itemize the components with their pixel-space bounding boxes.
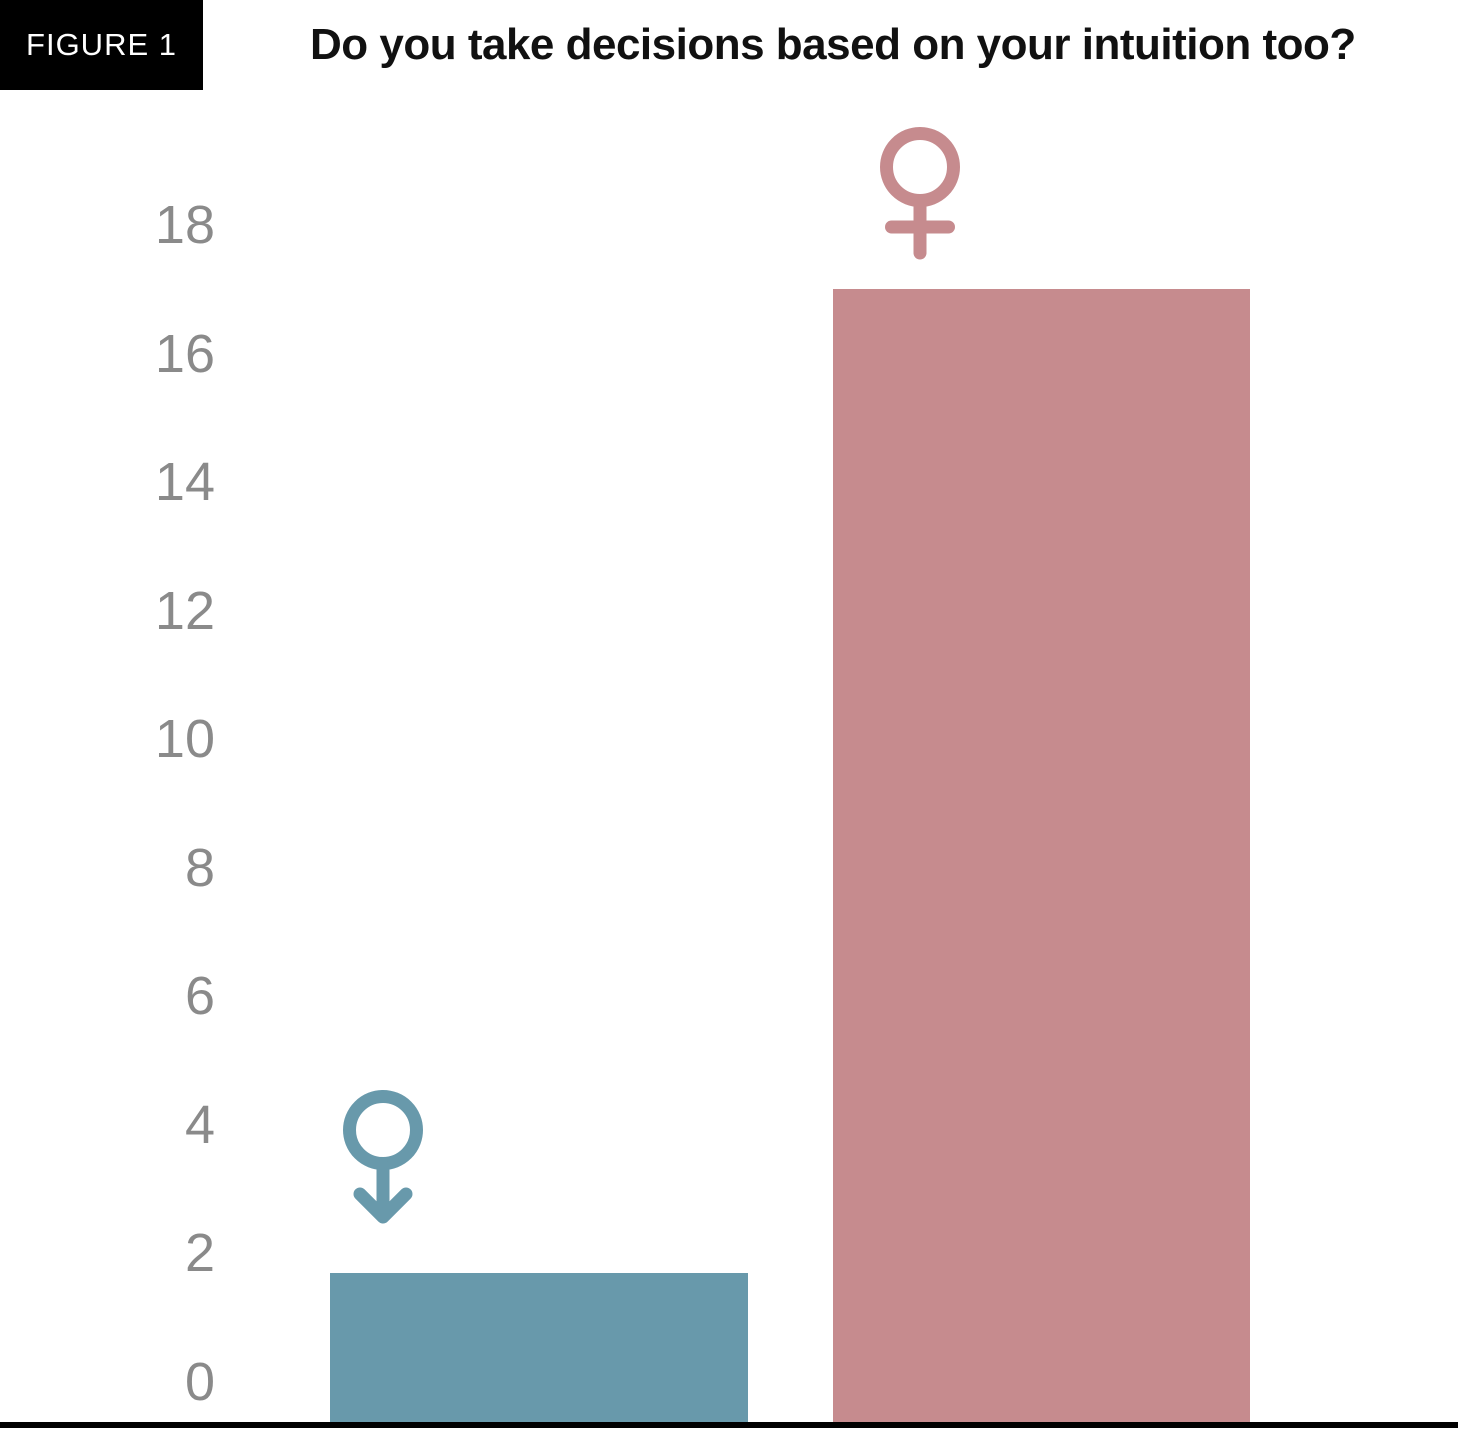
y-tick-label-4: 4 (184, 1094, 215, 1155)
bar-women (833, 289, 1250, 1422)
figure-badge: FIGURE 1 (0, 0, 203, 90)
y-tick-label-12: 12 (154, 580, 215, 641)
y-tick-label-0: 0 (184, 1352, 215, 1412)
bar-men (330, 1272, 748, 1422)
y-tick-label-8: 8 (184, 837, 215, 898)
y-tick-label-6: 6 (184, 966, 215, 1027)
y-tick-label-18: 18 (154, 194, 215, 255)
y-tick-label-14: 14 (154, 452, 215, 513)
x-axis-line (0, 1422, 1458, 1428)
y-tick-label-16: 16 (154, 323, 215, 384)
chart-title: Do you take decisions based on your intu… (310, 20, 1356, 69)
female-icon (875, 127, 965, 260)
y-tick-label-10: 10 (154, 709, 215, 770)
y-tick-label-2: 2 (184, 1223, 215, 1284)
male-icon (338, 1089, 428, 1225)
figure-label: FIGURE 1 (26, 27, 177, 62)
